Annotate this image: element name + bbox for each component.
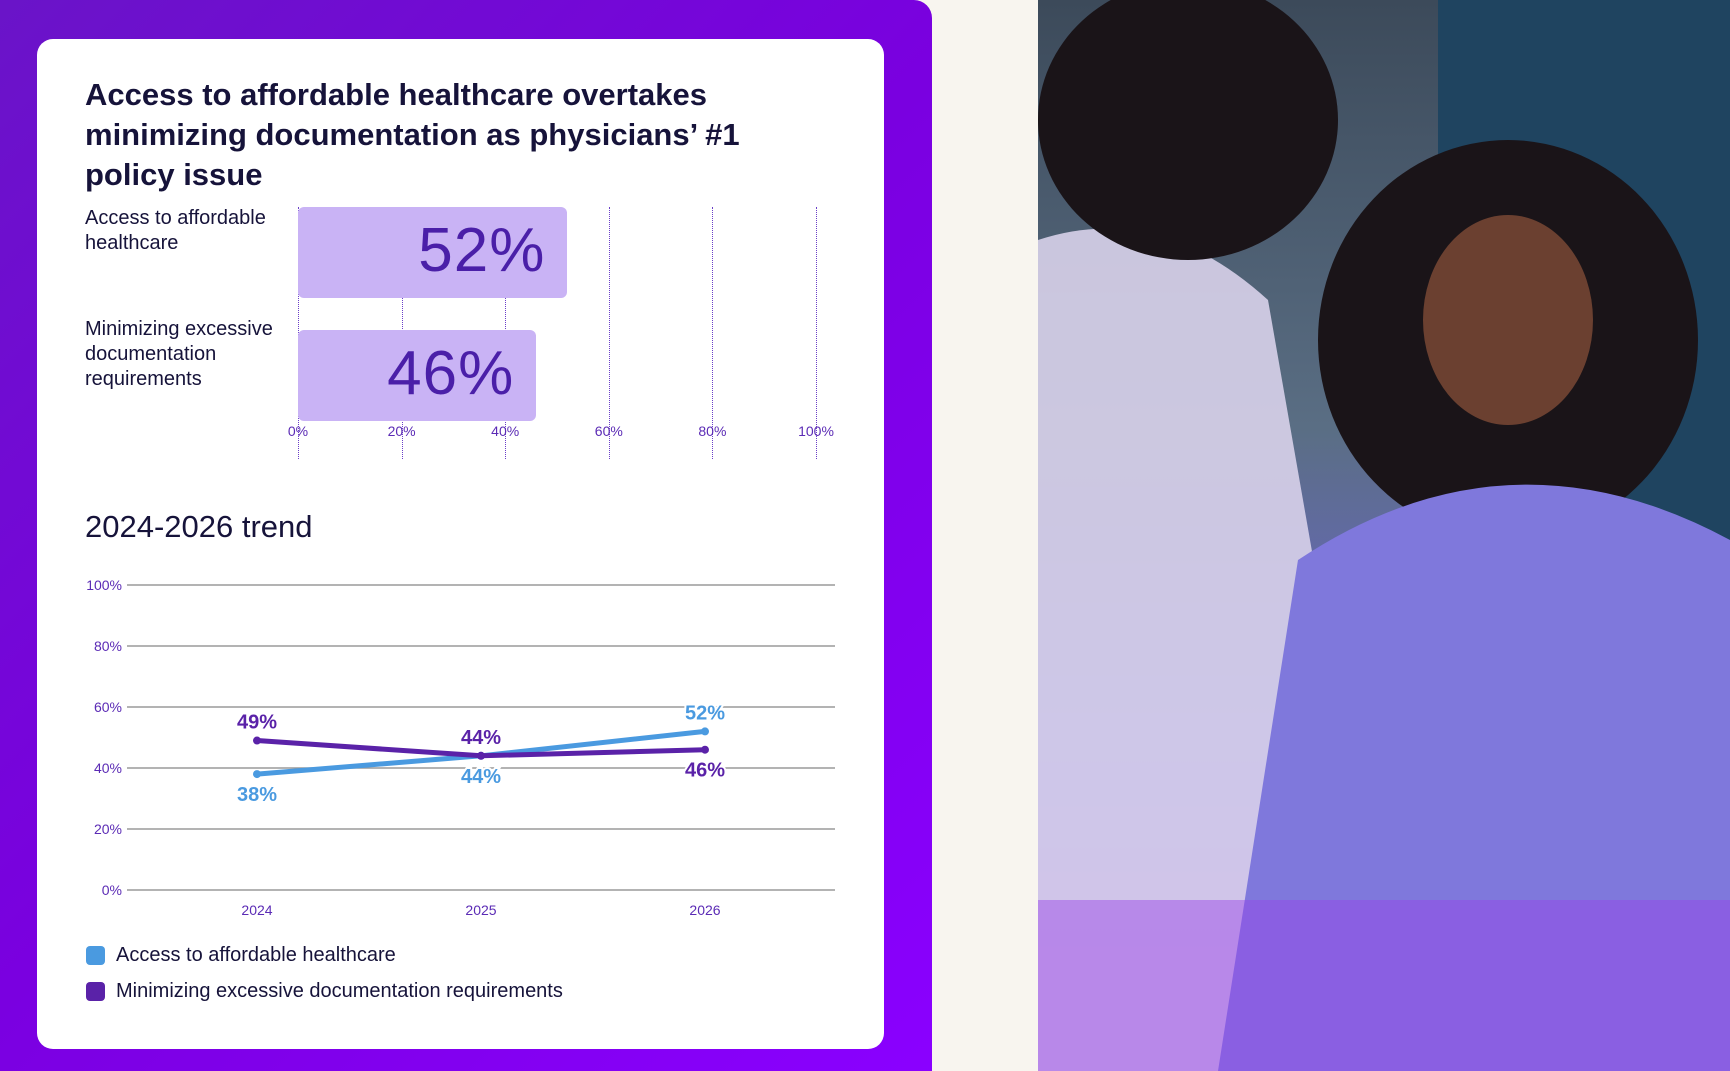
x-tick-label: 2025 [465,902,496,918]
legend-item: Access to affordable healthcare [86,944,396,967]
data-point [477,751,485,760]
data-label: 44% [461,766,501,788]
y-tick-label: 0% [102,882,122,898]
data-label: 46% [685,760,725,782]
legend-label: Access to affordable healthcare [116,944,396,966]
bar-gridline [816,207,817,459]
bar-x-tick-label: 20% [387,423,416,439]
line-chart: 0% 20% 40% 60% 80% 100% 2024 2025 2026 38% 44% 52% 4… [86,577,835,918]
data-point [253,770,261,779]
data-label: 38% [237,784,277,806]
y-tick-label: 100% [86,577,122,593]
bar-gridline [712,207,714,459]
bar-x-tick-label: 40% [491,423,520,439]
chart-card: Access to affordable healthcare overtake… [37,39,884,1049]
bar-x-tick-label: 100% [798,423,834,439]
photo-illustration [1038,0,1730,1071]
bar-category-label: Minimizing excessive documentation requi… [85,318,273,390]
data-point [701,727,709,736]
bar-access-healthcare: 52% [298,207,568,298]
legend-item: Minimizing excessive documentation requi… [86,980,563,1003]
x-tick-label: 2024 [241,902,272,918]
page-title: Access to affordable healthcare overtake… [85,77,740,192]
data-point [253,736,261,745]
bar-category-label: Access to affordable healthcare [85,207,266,254]
data-label: 44% [461,727,501,749]
bar-value-label: 52% [418,216,546,285]
trend-title: 2024-2026 trend [85,509,313,544]
bar-value-label: 46% [387,339,515,408]
y-tick-label: 60% [94,699,122,715]
x-tick-label: 2026 [689,902,720,918]
bar-minimizing-documentation: 46% [298,330,537,421]
legend-swatch-blue [86,946,105,965]
data-label: 49% [237,712,277,734]
data-label: 52% [685,702,725,724]
bar-x-tick-label: 0% [287,423,309,439]
legend-label: Minimizing excessive documentation requi… [116,980,563,1002]
bar-x-tick-label: 60% [594,423,623,439]
y-tick-label: 20% [94,821,122,837]
bar-x-tick-label: 80% [698,423,727,439]
y-tick-label: 40% [94,760,122,776]
legend-swatch-purple [86,982,105,1001]
data-point [701,745,709,754]
photo-doctor-patient [1038,0,1730,1071]
bar-gridline [608,207,610,459]
y-tick-label: 80% [94,638,122,654]
